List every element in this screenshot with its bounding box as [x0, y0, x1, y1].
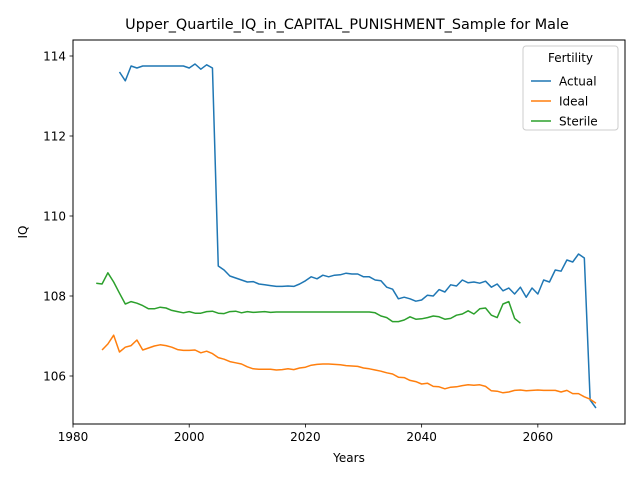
legend-box [522, 45, 619, 131]
legend-title: Fertility [548, 51, 593, 65]
x-tick-label: 2060 [523, 430, 554, 444]
series-line-sterile [96, 272, 521, 324]
chart-title: Upper_Quartile_IQ_in_CAPITAL_PUNISHMENT_… [125, 17, 569, 33]
series-layer [96, 63, 597, 409]
y-tick-label: 106 [43, 369, 66, 383]
plot-area-frame [72, 39, 626, 425]
y-tick-label: 112 [43, 129, 66, 143]
x-tick-label: 2040 [406, 430, 437, 444]
legend-label-actual: Actual [559, 74, 597, 88]
y-axis: 106 108 110 112 114 [43, 49, 73, 383]
x-axis: 1980 2000 2020 2040 2060 [58, 424, 553, 444]
x-tick-label: 2000 [174, 430, 205, 444]
series-line-actual [118, 63, 597, 409]
legend: Fertility Actual Ideal Sterile [522, 45, 619, 131]
x-tick-label: 2020 [290, 430, 321, 444]
legend-label-sterile: Sterile [559, 114, 598, 128]
y-tick-label: 114 [43, 49, 66, 63]
y-tick-label: 108 [43, 289, 66, 303]
x-axis-title: Years [332, 451, 365, 465]
y-tick-label: 110 [43, 209, 66, 223]
series-line-ideal [101, 334, 597, 404]
y-axis-title: IQ [16, 226, 30, 239]
legend-label-ideal: Ideal [559, 94, 588, 108]
x-tick-label: 1980 [58, 430, 89, 444]
